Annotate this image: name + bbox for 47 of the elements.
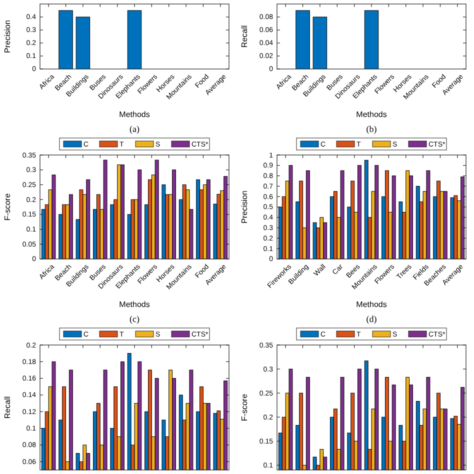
bar (374, 165, 379, 259)
bar (392, 176, 396, 259)
bar (454, 195, 458, 259)
bar (460, 176, 465, 259)
bar (224, 176, 228, 259)
bar (172, 170, 176, 259)
bar (103, 160, 108, 259)
bar (79, 190, 84, 259)
x-axis-title: Methods (119, 110, 150, 119)
bar (426, 170, 430, 259)
bar (364, 160, 368, 259)
x-axis-title: Methods (356, 300, 387, 309)
bar (333, 191, 338, 259)
bar (154, 160, 159, 259)
text: (d) (366, 314, 377, 324)
x-axis-title: Methods (356, 110, 387, 119)
text: (b) (366, 124, 377, 134)
bar (68, 194, 73, 259)
bar (350, 180, 355, 259)
bar (86, 179, 90, 259)
bar (52, 174, 56, 259)
bar (436, 180, 440, 259)
bar (340, 170, 344, 259)
bar (306, 170, 310, 259)
y-axis-title: Precision (3, 20, 12, 53)
y-axis-title: F-score (3, 192, 12, 221)
bar (96, 194, 100, 259)
text: (c) (130, 314, 140, 324)
bar (398, 202, 403, 259)
bar (288, 165, 293, 259)
bar (206, 179, 210, 259)
bar (358, 165, 362, 259)
text: (a) (130, 124, 140, 134)
bar (138, 170, 142, 259)
y-axis-title: Recall (3, 396, 12, 419)
bar (320, 217, 324, 259)
y-axis-title: Precision (240, 190, 249, 224)
bar (162, 184, 166, 259)
y-axis-title: F-score (240, 393, 249, 422)
bar (196, 179, 200, 259)
bar (299, 180, 304, 259)
bar (120, 164, 124, 259)
x-axis-title: Methods (119, 300, 150, 309)
y-axis-title: Recall (240, 25, 249, 48)
bar (443, 191, 448, 259)
bar (384, 170, 389, 259)
bar (416, 186, 420, 259)
